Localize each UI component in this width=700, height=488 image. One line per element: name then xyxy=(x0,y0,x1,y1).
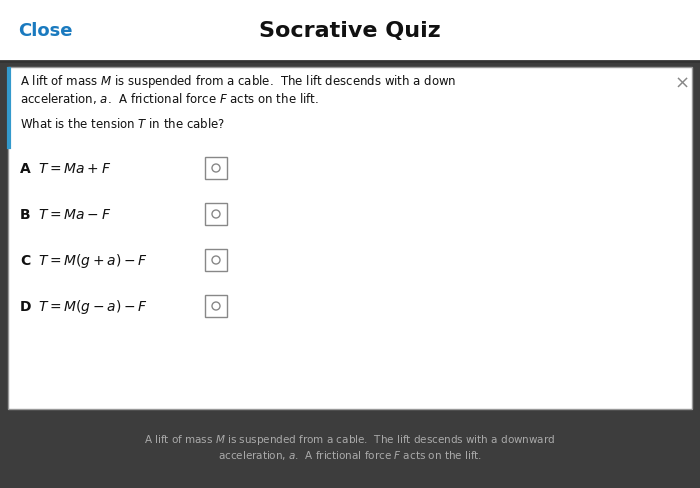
Text: Close: Close xyxy=(18,22,73,40)
Text: acceleration, $a$.  A frictional force $F$ acts on the lift.: acceleration, $a$. A frictional force $F… xyxy=(218,448,482,462)
Text: D: D xyxy=(20,299,32,313)
Bar xyxy=(8,68,692,409)
Text: What is the tension $T$ in the cable?: What is the tension $T$ in the cable? xyxy=(20,117,225,131)
Text: $T = Ma + F$: $T = Ma + F$ xyxy=(38,162,111,176)
Text: A lift of mass $M$ is suspended from a cable.  The lift descends with a downward: A lift of mass $M$ is suspended from a c… xyxy=(144,432,556,446)
Text: A: A xyxy=(20,162,31,176)
Text: ×: × xyxy=(674,75,690,93)
Text: $T = M(g - a) - F$: $T = M(g - a) - F$ xyxy=(38,297,148,315)
Text: acceleration, $a$.  A frictional force $F$ acts on the lift.: acceleration, $a$. A frictional force $F… xyxy=(20,90,318,105)
Bar xyxy=(205,158,227,180)
Text: A lift of mass $M$ is suspended from a cable.  The lift descends with a down: A lift of mass $M$ is suspended from a c… xyxy=(20,73,456,90)
Text: C: C xyxy=(20,253,30,267)
Bar xyxy=(205,295,227,317)
Text: $T = Ma - F$: $T = Ma - F$ xyxy=(38,207,111,222)
Bar xyxy=(0,0,700,62)
Bar xyxy=(205,203,227,225)
Text: $T = M(g + a) - F$: $T = M(g + a) - F$ xyxy=(38,251,148,269)
Text: B: B xyxy=(20,207,31,222)
Text: Socrative Quiz: Socrative Quiz xyxy=(259,21,441,41)
Bar xyxy=(205,249,227,271)
